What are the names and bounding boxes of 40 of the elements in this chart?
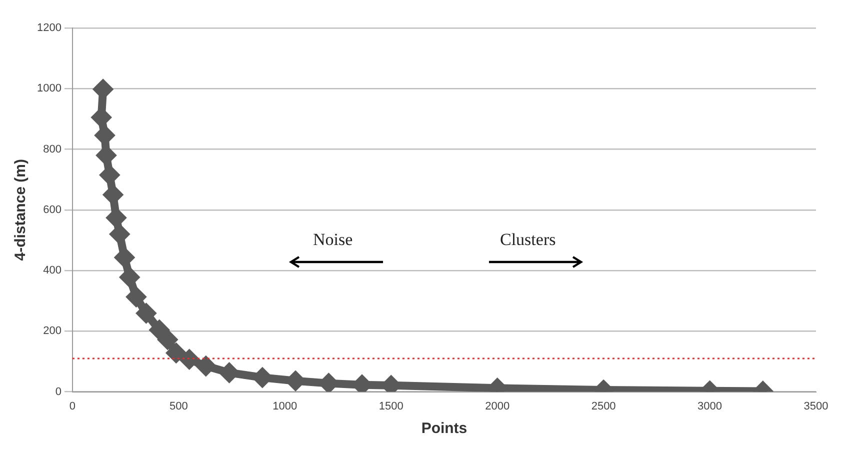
- y-tick-label: 1200: [36, 22, 62, 34]
- x-tick-label: 2500: [591, 400, 616, 412]
- x-axis-title: Points: [421, 420, 468, 438]
- x-tick-label: 1500: [378, 400, 404, 412]
- point: [97, 146, 116, 164]
- point: [196, 357, 215, 376]
- point: [150, 320, 168, 339]
- y-tick-label: 200: [43, 325, 62, 338]
- point: [96, 126, 114, 144]
- x-tick-label: 2000: [485, 400, 510, 412]
- point: [180, 350, 198, 368]
- point: [94, 80, 112, 98]
- annotation: Noise: [313, 230, 353, 250]
- point: [120, 268, 139, 286]
- point: [127, 288, 146, 306]
- point: [286, 372, 305, 390]
- y-axis-title: 4-distance (m): [12, 159, 30, 261]
- x-tick-label: 1000: [272, 400, 298, 412]
- y-tick-label: 1000: [36, 82, 62, 95]
- x-tick-label: 3500: [804, 400, 828, 412]
- x-tick-label: 0: [69, 400, 76, 412]
- point: [107, 208, 126, 227]
- point: [158, 330, 177, 349]
- point: [167, 344, 186, 362]
- point: [220, 364, 238, 382]
- y-tick-label: 600: [43, 204, 62, 216]
- y-tick-label: 400: [43, 264, 62, 277]
- y-tick-label: 0: [55, 386, 62, 398]
- point: [116, 248, 134, 266]
- point: [92, 108, 110, 126]
- y-tick-label: 800: [43, 143, 62, 156]
- x-tick-label: 500: [170, 400, 188, 412]
- annotation: Clusters: [500, 230, 556, 250]
- point: [100, 166, 119, 184]
- x-tick-label: 3000: [698, 400, 722, 412]
- point: [110, 225, 129, 244]
- point: [320, 374, 338, 392]
- point: [137, 304, 156, 322]
- point: [104, 186, 122, 204]
- point: [253, 368, 272, 387]
